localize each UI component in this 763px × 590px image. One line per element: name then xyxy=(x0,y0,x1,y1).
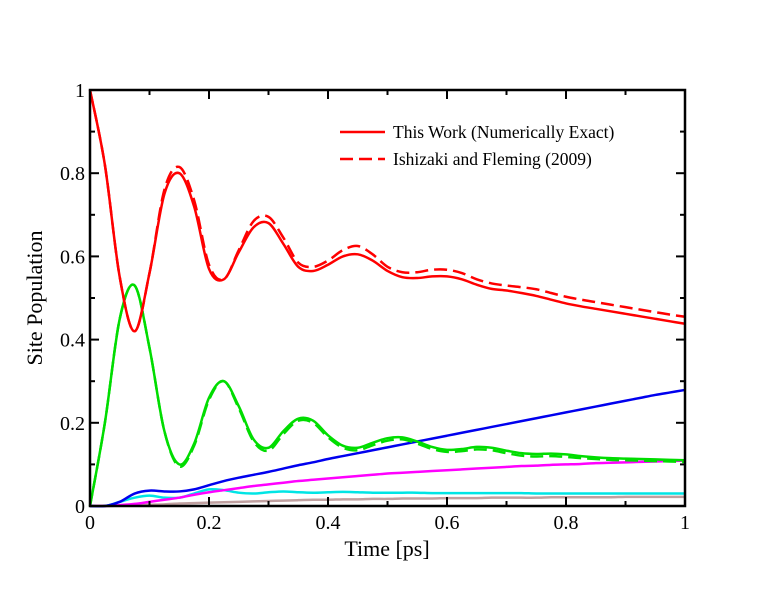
x-tick-label: 0.2 xyxy=(197,512,222,534)
x-axis-label: Time [ps] xyxy=(344,536,429,561)
legend: This Work (Numerically Exact) Ishizaki a… xyxy=(340,122,614,169)
x-tick-label: 0 xyxy=(85,512,95,534)
x-tick-label: 0.6 xyxy=(435,512,460,534)
y-tick-label: 0.4 xyxy=(60,330,85,352)
y-tick-label: 1 xyxy=(75,80,85,102)
x-tick-label: 0.8 xyxy=(554,512,579,534)
y-axis-label: Site Population xyxy=(22,230,47,365)
x-tick-label: 0.4 xyxy=(316,512,341,534)
plot-frame xyxy=(88,88,687,508)
y-tick-label: 0 xyxy=(75,496,85,518)
series-line-8 xyxy=(89,495,685,508)
series-line-1 xyxy=(88,89,686,333)
axis-ticks: 0 0.2 0.4 0.6 0.8 1 0 0.2 0.4 0.6 0.8 1 xyxy=(60,80,690,534)
x-tick-label: 1 xyxy=(680,512,690,534)
series-line-5 xyxy=(89,388,686,508)
y-tick-label: 0.6 xyxy=(60,246,85,268)
series-layer xyxy=(88,89,686,508)
series-line-3 xyxy=(88,283,686,507)
series-line-4 xyxy=(88,283,686,507)
series-line-2 xyxy=(88,89,686,333)
y-tick-label: 0.8 xyxy=(60,163,85,185)
y-tick-label: 0.2 xyxy=(60,413,85,435)
series-line-6 xyxy=(89,459,686,508)
legend-label-ishizaki-fleming: Ishizaki and Fleming (2009) xyxy=(393,149,592,169)
legend-label-this-work: This Work (Numerically Exact) xyxy=(393,122,614,142)
